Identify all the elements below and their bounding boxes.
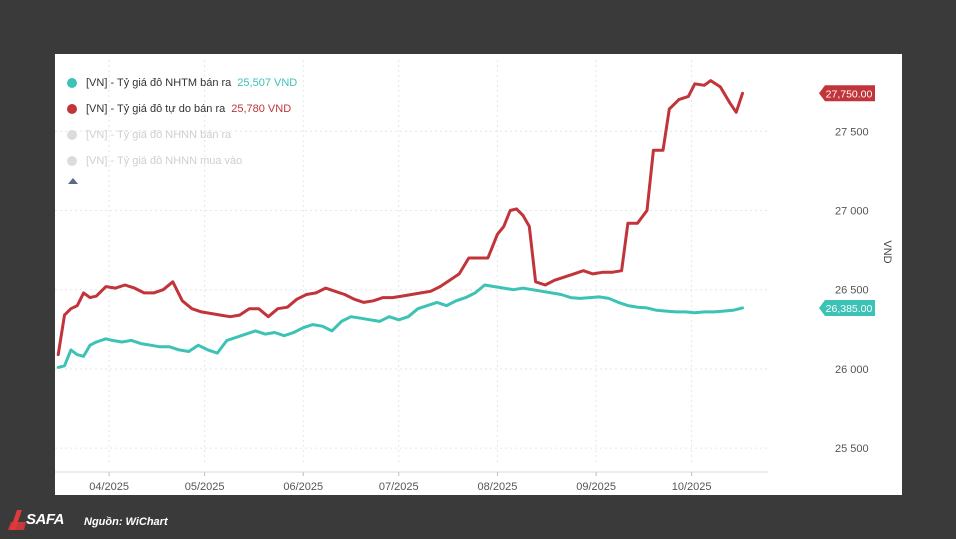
legend-label: [VN] - Tỷ giá đô NHNN bán ra bbox=[86, 129, 232, 141]
legend-dot-icon bbox=[67, 104, 77, 114]
series-line-1 bbox=[56, 79, 744, 357]
x-tick-label: 10/2025 bbox=[672, 481, 712, 493]
footer: SAFA Nguồn: WiChart bbox=[0, 498, 956, 539]
legend-collapse-icon[interactable] bbox=[68, 178, 78, 184]
x-tick-label: 08/2025 bbox=[478, 481, 518, 493]
y-tick-label: 26 000 bbox=[835, 364, 869, 376]
exchange-rate-chart: 25 500 26 000 26 500 27 000 27 500 04/2025 05/… bbox=[55, 60, 893, 493]
x-tick-label: 09/2025 bbox=[576, 481, 616, 493]
legend-item-nhnn-mua[interactable]: [VN] - Tỷ giá đô NHNN mua vào bbox=[67, 148, 297, 174]
legend-label: [VN] - Tỷ giá đô NHTM bán ra bbox=[86, 77, 232, 89]
x-tick-label: 05/2025 bbox=[185, 481, 225, 493]
legend-dot-icon bbox=[67, 156, 77, 166]
x-tick-label: 06/2025 bbox=[283, 481, 323, 493]
y-tick-label: 27 500 bbox=[835, 126, 869, 138]
legend-item-nhnn-ban[interactable]: [VN] - Tỷ giá đô NHNN bán ra bbox=[67, 122, 297, 148]
end-label-text: 27,750.00 bbox=[826, 88, 873, 100]
legend-item-tu-do[interactable]: [VN] - Tỷ giá đô tự do bán ra 25,780 VND bbox=[67, 96, 297, 122]
x-tick-label: 04/2025 bbox=[89, 481, 129, 493]
logo: SAFA bbox=[8, 506, 65, 532]
logo-text: SAFA bbox=[26, 510, 65, 528]
y-tick-label: 25 500 bbox=[835, 443, 869, 455]
chart-legend: [VN] - Tỷ giá đô NHTM bán ra 25,507 VND … bbox=[67, 70, 297, 184]
logo-icon bbox=[8, 510, 26, 530]
series-line-0 bbox=[56, 283, 744, 369]
end-label-badge bbox=[819, 85, 875, 102]
y-tick-label: 26 500 bbox=[835, 285, 869, 297]
y-axis-title: VND bbox=[881, 240, 893, 263]
legend-value: 25,507 VND bbox=[237, 77, 298, 89]
y-tick-label: 27 000 bbox=[835, 206, 869, 218]
legend-value: 25,780 VND bbox=[231, 103, 292, 115]
end-label-text: 26,385.00 bbox=[826, 303, 873, 315]
legend-dot-icon bbox=[67, 130, 77, 140]
legend-label: [VN] - Tỷ giá đô NHNN mua vào bbox=[86, 155, 243, 167]
series-end-label-1: 27,750.00 bbox=[819, 85, 875, 102]
legend-item-nhtm[interactable]: [VN] - Tỷ giá đô NHTM bán ra 25,507 VND bbox=[67, 70, 297, 96]
legend-dot-icon bbox=[67, 78, 77, 88]
x-tick-label: 07/2025 bbox=[379, 481, 419, 493]
legend-label: [VN] - Tỷ giá đô tự do bán ra bbox=[86, 103, 226, 115]
end-label-badge bbox=[819, 299, 875, 316]
chart-panel: 25 500 26 000 26 500 27 000 27 500 04/2025 05/… bbox=[55, 54, 902, 495]
source-note: Nguồn: WiChart bbox=[84, 516, 168, 528]
series-end-label-0: 26,385.00 bbox=[819, 299, 875, 316]
